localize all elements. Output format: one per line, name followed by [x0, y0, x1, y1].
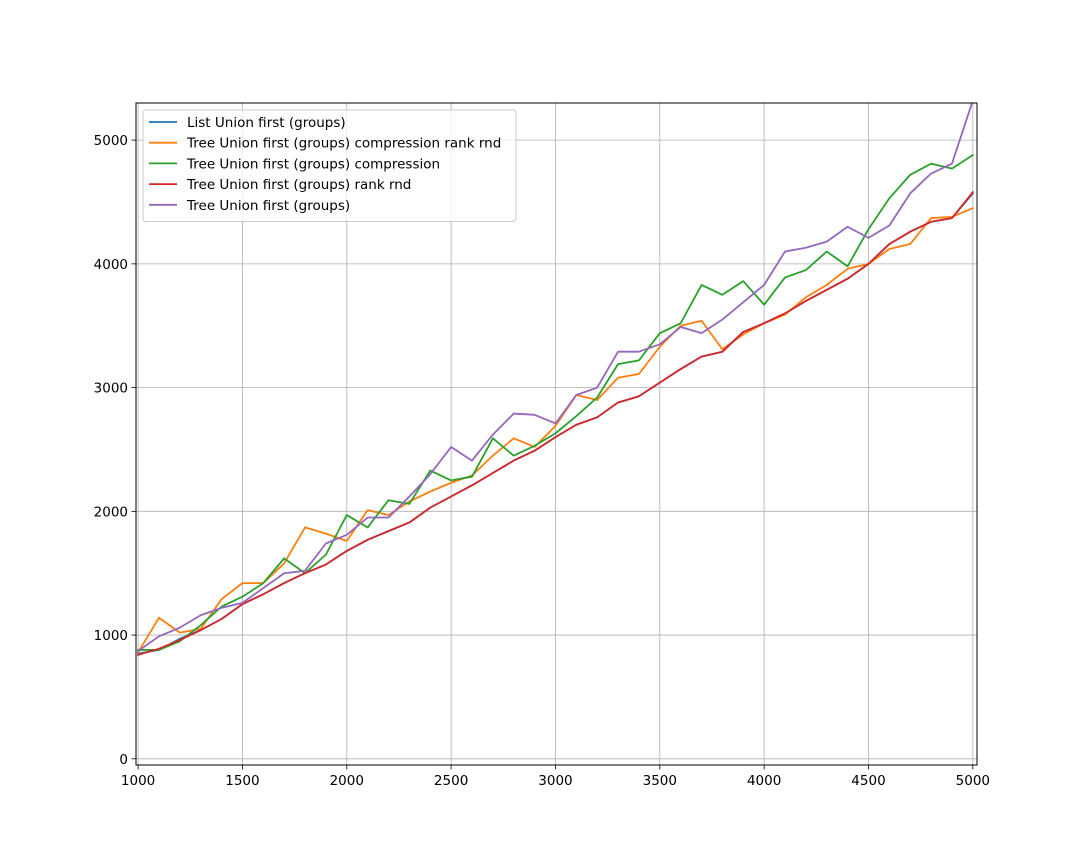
y-tick-label: 4000	[94, 257, 128, 273]
y-tick-label: 3000	[94, 381, 128, 397]
x-tick-label: 4000	[747, 773, 781, 789]
y-tick-label: 5000	[94, 133, 128, 149]
x-tick-label: 5000	[956, 773, 990, 789]
y-tick-label: 1000	[94, 628, 128, 644]
axis-ticks: 1000 1500 2000 2500 3000 3500 4000 4500 5000 0 100…	[94, 133, 990, 789]
series-line-4	[136, 190, 975, 656]
y-tick-label: 0	[119, 752, 128, 768]
series-line-5	[136, 103, 973, 653]
legend-box	[142, 109, 517, 222]
x-tick-label: 1000	[121, 773, 155, 789]
legend-label-3: Tree Union first (groups) compression	[186, 156, 440, 172]
legend-label-5: Tree Union first (groups)	[186, 198, 350, 214]
series-line-2	[136, 207, 975, 654]
x-tick-label: 1500	[225, 773, 259, 789]
x-tick-label: 3500	[643, 773, 677, 789]
x-tick-label: 4500	[851, 773, 885, 789]
legend-label-4: Tree Union first (groups) rank rnd	[186, 177, 411, 193]
legend: List Union first (groups) Tree Union firs…	[142, 109, 517, 222]
x-tick-label: 2000	[330, 773, 364, 789]
series-line-3	[137, 153, 975, 651]
x-tick-label: 3000	[538, 773, 572, 789]
y-tick-label: 2000	[94, 504, 128, 520]
plot-frame	[135, 102, 978, 766]
legend-label-1: List Union first (groups)	[187, 115, 346, 131]
series-group	[136, 103, 975, 656]
x-tick-label: 2500	[434, 773, 468, 789]
legend-label-2: Tree Union first (groups) compression ra…	[186, 136, 501, 152]
